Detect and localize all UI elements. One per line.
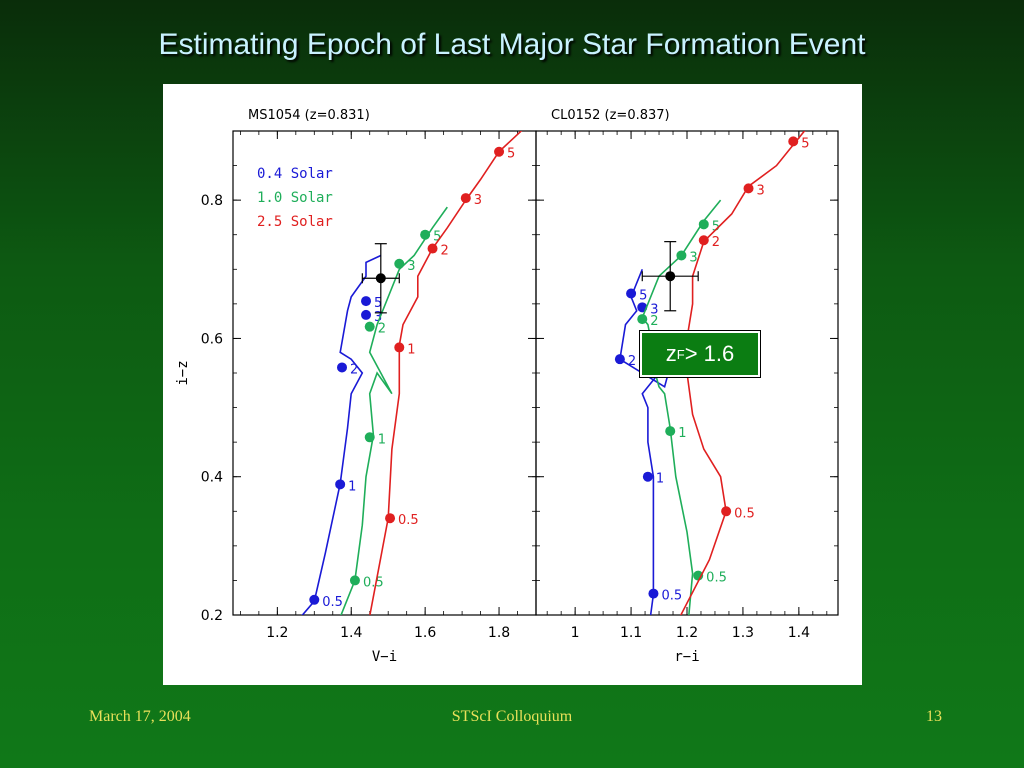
y-tick-label: 0.6 <box>201 331 223 347</box>
age-marker <box>337 362 348 373</box>
measured-point <box>665 271 676 282</box>
age-marker <box>361 309 372 320</box>
age-marker <box>427 243 438 254</box>
footer-page-number: 13 <box>926 708 942 725</box>
y-axis-label: i−z <box>175 360 191 385</box>
age-label: 0.5 <box>734 506 755 521</box>
age-label: 5 <box>639 288 647 303</box>
series-line <box>340 206 448 615</box>
age-marker <box>394 342 405 353</box>
age-marker <box>637 314 648 325</box>
age-label: 2 <box>628 354 636 369</box>
footer-date: March 17, 2004 <box>89 708 191 725</box>
x-tick-label: 1.3 <box>732 625 754 641</box>
age-marker <box>676 250 687 261</box>
x-tick-label: 1.4 <box>340 625 362 641</box>
age-marker <box>721 506 732 517</box>
x-tick-label: 1.1 <box>620 625 642 641</box>
x-tick-label: 1.4 <box>788 625 810 641</box>
measured-point <box>375 273 386 284</box>
age-marker <box>642 471 653 482</box>
x-tick-label: 1 <box>571 625 580 641</box>
callout-value: > 1.6 <box>684 341 735 366</box>
age-label: 0.5 <box>706 571 727 586</box>
slide-title: Estimating Epoch of Last Major Star Form… <box>158 28 866 61</box>
age-label: 3 <box>689 250 697 265</box>
age-label: 0.5 <box>661 589 682 604</box>
age-label: 1 <box>678 426 686 441</box>
age-label: 5 <box>433 230 441 245</box>
color-color-plot: MS1054 (z=0.831) 1.2 1.4 1.6 1.8 0.2 0.4 0.6 0.8… <box>175 108 839 665</box>
age-marker <box>420 229 431 240</box>
panel-title: MS1054 (z=0.831) <box>248 108 370 123</box>
age-marker <box>349 575 360 586</box>
age-marker <box>743 183 754 194</box>
age-label: 3 <box>474 193 482 208</box>
age-label: 0.5 <box>322 595 343 610</box>
age-marker <box>364 432 375 443</box>
age-label: 5 <box>801 136 809 151</box>
figure-panel: MS1054 (z=0.831) 1.2 1.4 1.6 1.8 0.2 0.4 0.6 0.8… <box>163 84 862 685</box>
y-tick-label: 0.4 <box>201 470 223 486</box>
x-axis-label: r−i <box>674 649 699 665</box>
age-label: 1 <box>407 342 415 357</box>
x-axis-label: V−i <box>372 649 397 665</box>
legend-entry: 1.0 Solar <box>257 190 333 206</box>
series-line <box>369 131 523 615</box>
x-tick-label: 1.2 <box>266 625 288 641</box>
age-label: 2 <box>441 244 449 259</box>
age-marker <box>698 235 709 246</box>
y-tick-label: 0.2 <box>201 608 223 624</box>
age-label: 1 <box>378 432 386 447</box>
y-tick-label: 0.8 <box>201 193 223 209</box>
age-label: 2 <box>650 314 658 329</box>
age-marker <box>648 588 659 599</box>
age-label: 5 <box>712 219 720 234</box>
legend-entry: 0.4 Solar <box>257 166 333 182</box>
age-marker <box>460 193 471 204</box>
age-marker <box>788 136 799 147</box>
age-marker <box>309 594 320 605</box>
legend-entry: 2.5 Solar <box>257 214 333 230</box>
footer-venue: STScI Colloquium <box>451 708 573 725</box>
age-label: 2 <box>712 235 720 250</box>
series-line <box>619 268 672 615</box>
age-label: 3 <box>650 302 658 317</box>
callout-subscript: F <box>676 346 685 362</box>
series-line <box>301 254 382 615</box>
age-label: 1 <box>348 479 356 494</box>
x-tick-label: 1.8 <box>488 625 510 641</box>
age-label: 3 <box>757 183 765 198</box>
age-label: 1 <box>656 472 664 487</box>
age-marker <box>394 258 405 269</box>
age-label: 0.5 <box>363 575 384 590</box>
age-label: 2 <box>350 362 358 377</box>
age-marker <box>698 219 709 230</box>
age-marker <box>626 288 637 299</box>
age-label: 3 <box>407 259 415 274</box>
age-marker <box>361 296 372 307</box>
age-label: 0.5 <box>398 513 419 528</box>
age-marker <box>665 426 676 437</box>
age-label: 2 <box>378 322 386 337</box>
age-marker <box>494 146 505 157</box>
callout-z: z <box>665 341 677 366</box>
age-label: 3 <box>374 310 382 325</box>
x-tick-label: 1.2 <box>676 625 698 641</box>
x-tick-label: 1.6 <box>414 625 436 641</box>
series-line <box>679 131 806 615</box>
age-label: 5 <box>374 296 382 311</box>
age-label: 5 <box>507 147 515 162</box>
age-marker <box>614 354 625 365</box>
panel-title: CL0152 (z=0.837) <box>551 108 670 123</box>
age-marker <box>335 479 346 490</box>
age-marker <box>364 321 375 332</box>
age-marker <box>385 513 396 524</box>
